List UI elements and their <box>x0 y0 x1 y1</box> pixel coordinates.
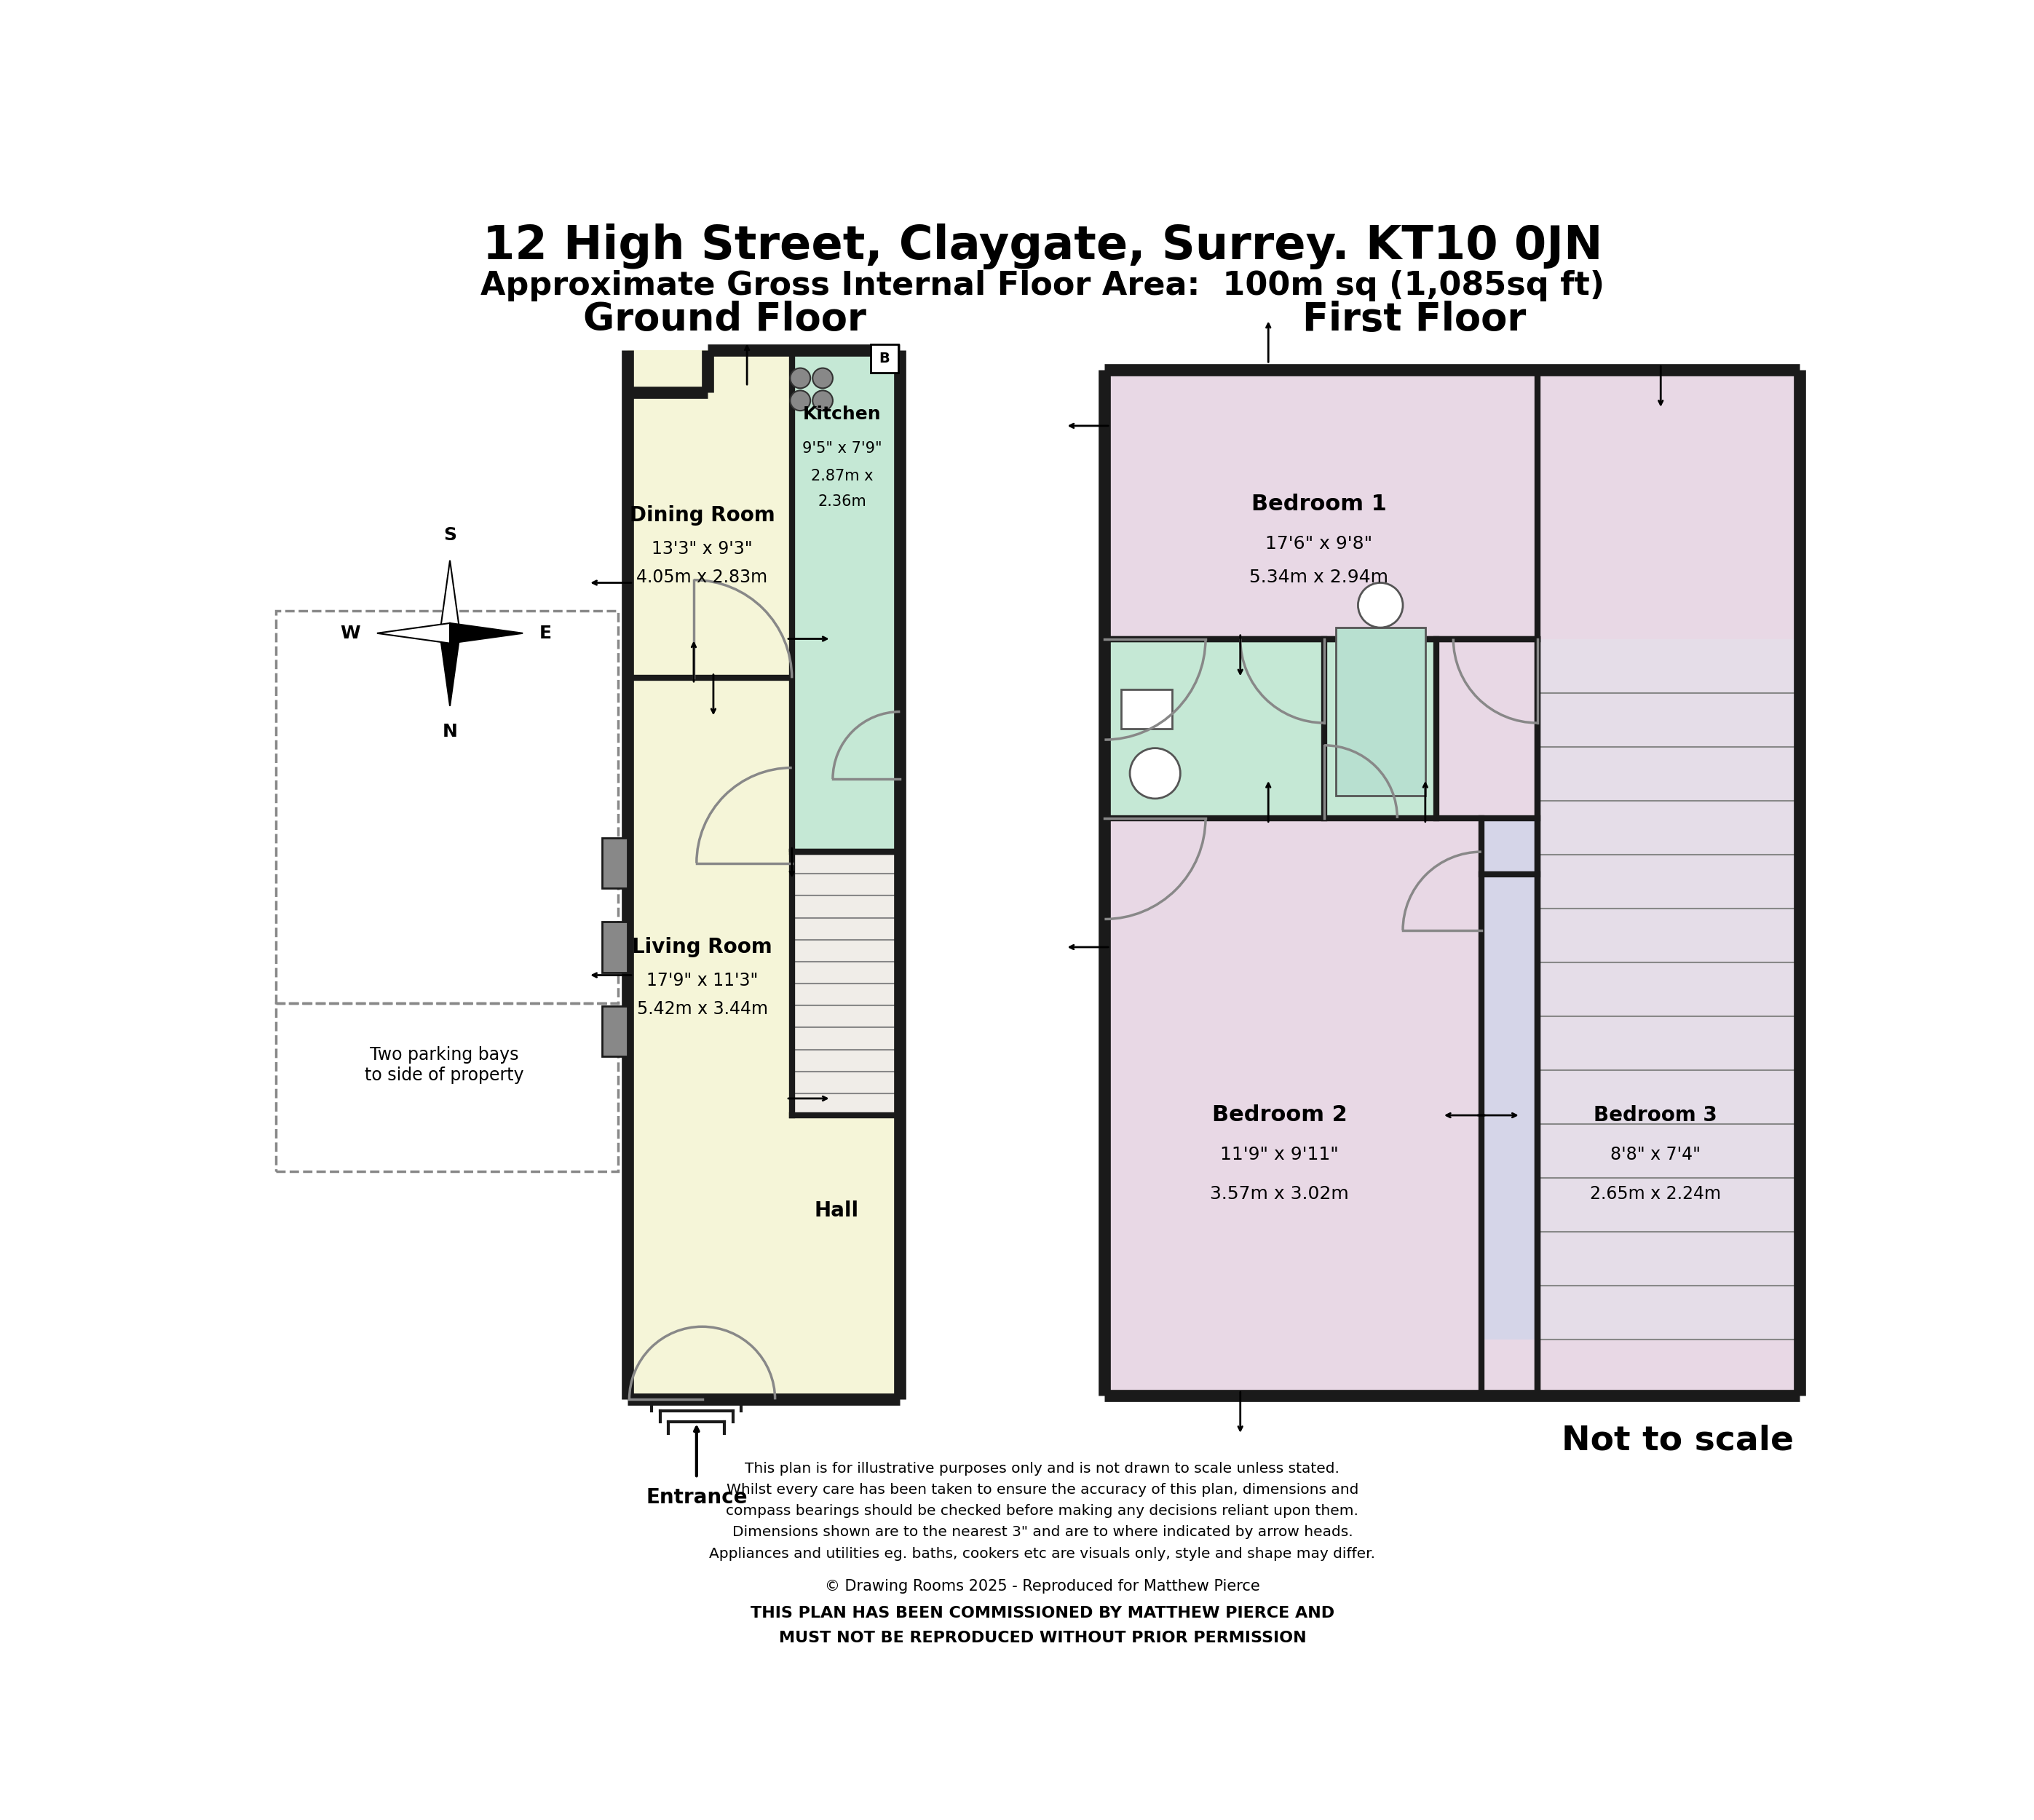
Text: Living Room: Living Room <box>633 937 773 957</box>
Text: First Floor: First Floor <box>1302 300 1526 339</box>
Bar <box>602 837 629 888</box>
Text: 2.65m x 2.24m: 2.65m x 2.24m <box>1591 1185 1721 1203</box>
Bar <box>791 349 899 679</box>
Text: E: E <box>539 624 551 642</box>
Text: 2.87m x: 2.87m x <box>812 470 873 484</box>
Bar <box>602 1006 629 1056</box>
Circle shape <box>789 391 810 411</box>
Circle shape <box>1359 582 1403 628</box>
Polygon shape <box>439 561 460 633</box>
Text: This plan is for illustrative purposes only and is not drawn to scale unless sta: This plan is for illustrative purposes o… <box>744 1461 1340 1476</box>
Text: 13'3" x 9'3": 13'3" x 9'3" <box>651 541 753 559</box>
Text: S: S <box>443 526 456 544</box>
Text: 5.34m x 2.94m: 5.34m x 2.94m <box>1249 568 1389 586</box>
Text: N: N <box>441 723 458 741</box>
Text: Entrance: Entrance <box>645 1487 746 1507</box>
Text: Bedroom 1: Bedroom 1 <box>1251 493 1387 515</box>
Bar <box>791 852 899 1116</box>
Text: 17'9" x 11'3": 17'9" x 11'3" <box>647 972 759 990</box>
Bar <box>1436 639 1538 819</box>
Bar <box>1121 690 1172 728</box>
Circle shape <box>814 391 832 411</box>
Bar <box>871 344 899 373</box>
Text: Dimensions shown are to the nearest 3" and are to where indicated by arrow heads: Dimensions shown are to the nearest 3" a… <box>732 1525 1353 1540</box>
Circle shape <box>1129 748 1180 799</box>
Bar <box>1538 639 1800 1340</box>
Bar <box>1104 369 1800 1396</box>
Text: Dining Room: Dining Room <box>629 506 775 526</box>
Text: compass bearings should be checked before making any decisions reliant upon them: compass bearings should be checked befor… <box>726 1503 1359 1518</box>
Bar <box>1324 639 1436 819</box>
Bar <box>277 1003 618 1172</box>
Text: 3.57m x 3.02m: 3.57m x 3.02m <box>1210 1185 1349 1203</box>
Bar <box>602 923 629 972</box>
Text: MUST NOT BE REPRODUCED WITHOUT PRIOR PERMISSION: MUST NOT BE REPRODUCED WITHOUT PRIOR PER… <box>779 1631 1306 1645</box>
Text: Not to scale: Not to scale <box>1562 1423 1794 1456</box>
Text: Bedroom 2: Bedroom 2 <box>1212 1105 1347 1127</box>
Bar <box>1538 369 1800 499</box>
Bar <box>791 679 899 852</box>
Text: THIS PLAN HAS BEEN COMMISSIONED BY MATTHEW PIERCE AND: THIS PLAN HAS BEEN COMMISSIONED BY MATTH… <box>751 1605 1334 1620</box>
Text: Kitchen: Kitchen <box>803 406 881 424</box>
Polygon shape <box>376 622 450 642</box>
Bar <box>1104 369 1538 639</box>
Text: © Drawing Rooms 2025 - Reproduced for Matthew Pierce: © Drawing Rooms 2025 - Reproduced for Ma… <box>826 1580 1259 1594</box>
Bar <box>1104 639 1324 819</box>
Text: 17'6" x 9'8": 17'6" x 9'8" <box>1265 535 1373 551</box>
Text: B: B <box>879 351 889 366</box>
Text: Ground Floor: Ground Floor <box>584 300 866 339</box>
Text: 9'5" x 7'9": 9'5" x 7'9" <box>801 440 883 455</box>
Text: Two parking bays
to side of property: Two parking bays to side of property <box>364 1046 525 1083</box>
Text: Whilst every care has been taken to ensure the accuracy of this plan, dimensions: Whilst every care has been taken to ensu… <box>726 1483 1359 1496</box>
Text: Bedroom 3: Bedroom 3 <box>1593 1105 1717 1125</box>
Bar <box>277 612 618 1003</box>
Circle shape <box>814 368 832 388</box>
Bar <box>1538 369 1800 510</box>
Circle shape <box>789 368 810 388</box>
Text: 4.05m x 2.83m: 4.05m x 2.83m <box>637 568 767 586</box>
Polygon shape <box>439 633 460 706</box>
Text: Appliances and utilities eg. baths, cookers etc are visuals only, style and shap: Appliances and utilities eg. baths, cook… <box>710 1547 1375 1560</box>
Text: Approximate Gross Internal Floor Area:  100m sq (1,085sq ft): Approximate Gross Internal Floor Area: 1… <box>480 269 1605 302</box>
Bar <box>629 349 899 1400</box>
Bar <box>1104 819 1481 1396</box>
Text: 8'8" x 7'4": 8'8" x 7'4" <box>1611 1147 1700 1163</box>
Text: 11'9" x 9'11": 11'9" x 9'11" <box>1220 1147 1338 1163</box>
Text: 5.42m x 3.44m: 5.42m x 3.44m <box>637 999 767 1017</box>
Bar <box>1336 628 1426 795</box>
Text: 12 High Street, Claygate, Surrey. KT10 0JN: 12 High Street, Claygate, Surrey. KT10 0… <box>482 224 1603 269</box>
Text: W: W <box>340 624 360 642</box>
Text: Hall: Hall <box>814 1201 858 1221</box>
Polygon shape <box>450 622 523 642</box>
Bar <box>1481 819 1800 1340</box>
Text: 2.36m: 2.36m <box>818 495 866 510</box>
